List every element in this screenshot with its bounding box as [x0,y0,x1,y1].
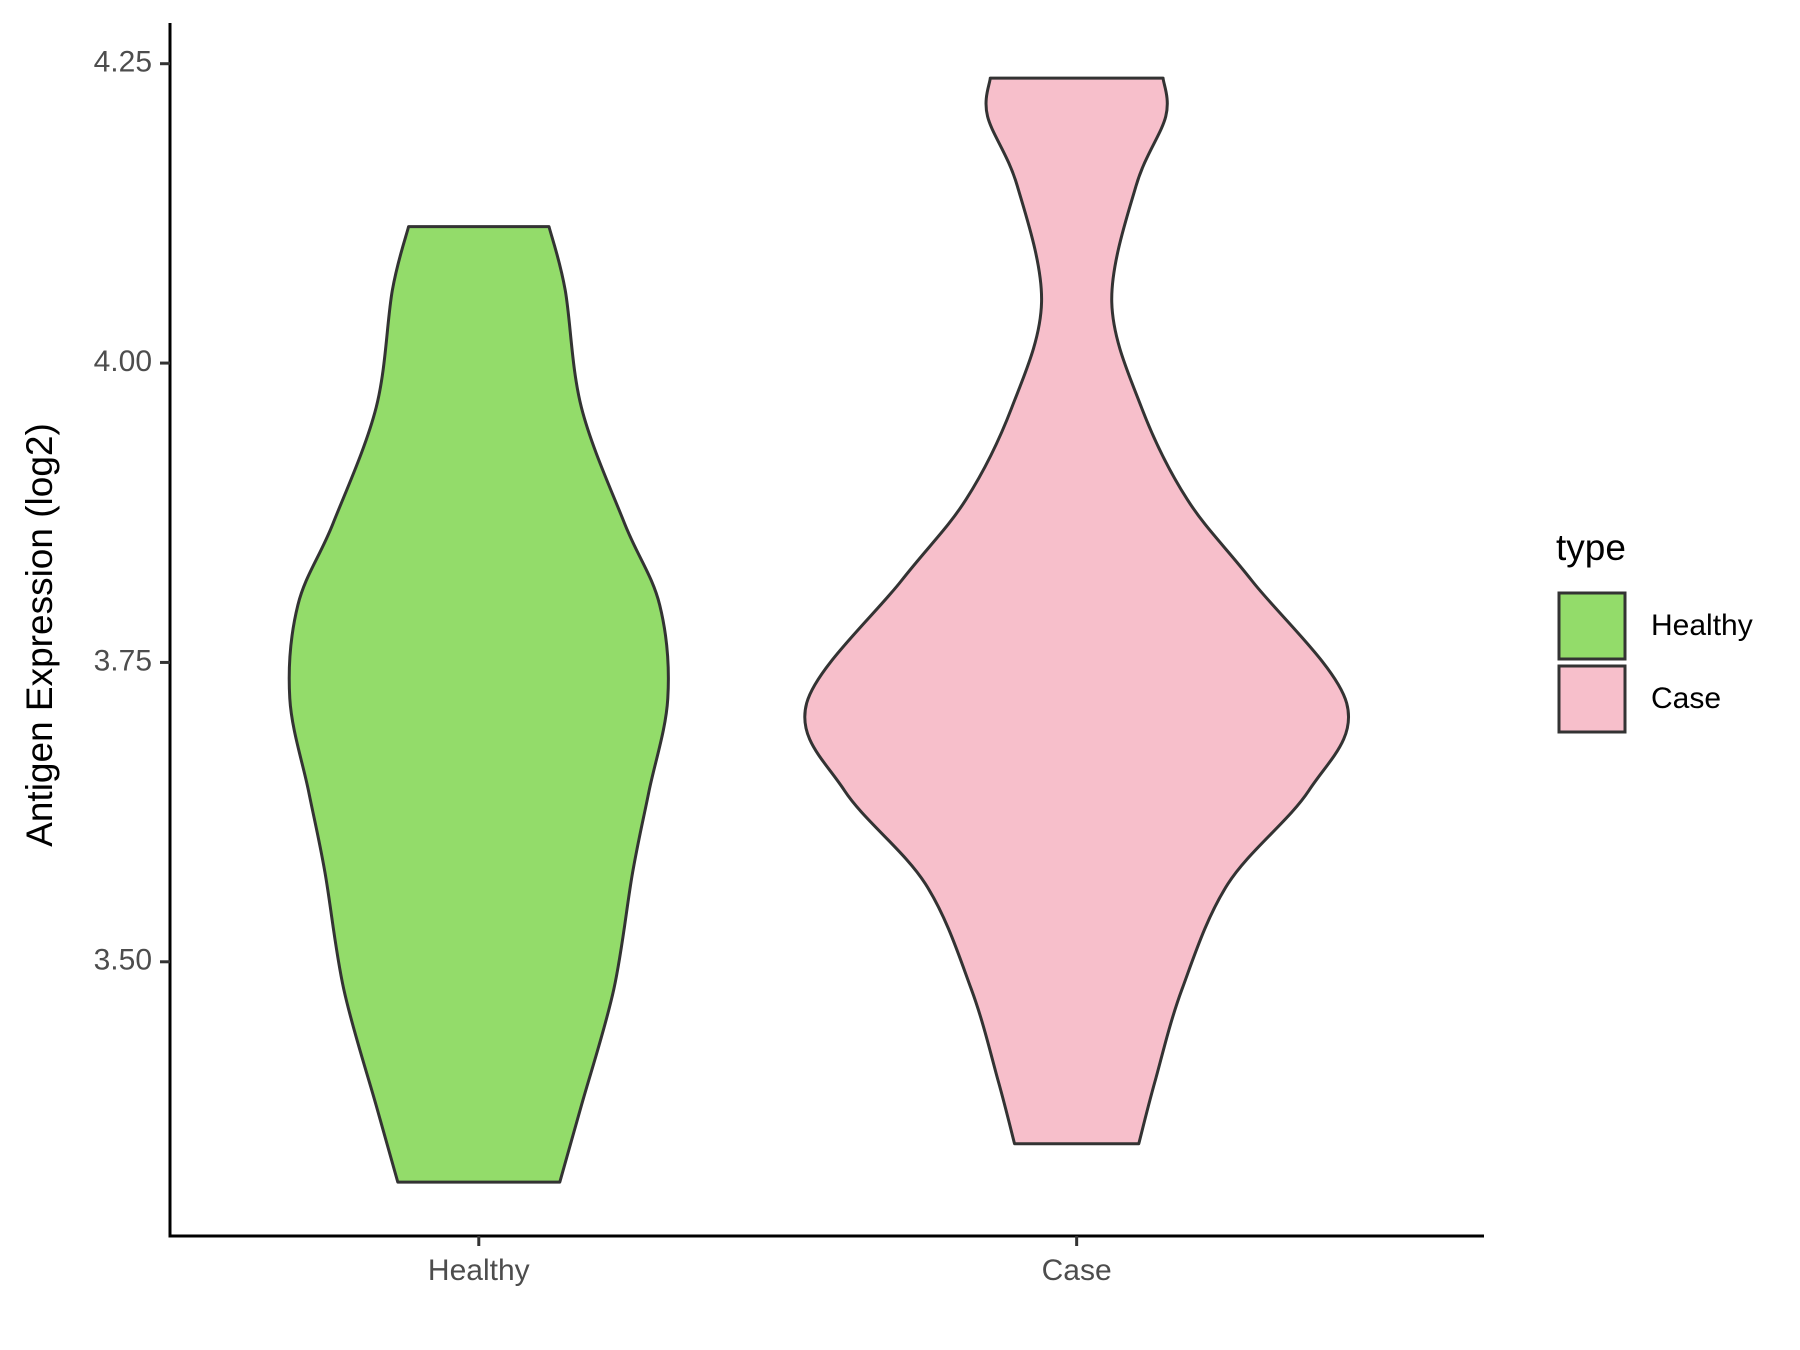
legend-title: type [1556,527,1626,568]
y-axis-title: Antigen Expression (log2) [19,423,60,847]
x-tick-label: Healthy [428,1254,530,1287]
legend-label: Case [1651,682,1721,715]
y-tick-label: 3.75 [94,644,152,677]
y-tick-label: 4.25 [94,46,152,79]
legend-label: Healthy [1651,609,1753,642]
violin [287,225,670,1184]
legend-key [1557,664,1627,734]
y-tick-label: 3.50 [94,944,152,977]
y-tick-label: 4.00 [94,345,152,378]
x-tick-label: Case [1042,1254,1112,1287]
legend-key [1557,591,1627,661]
violin [803,76,1350,1146]
